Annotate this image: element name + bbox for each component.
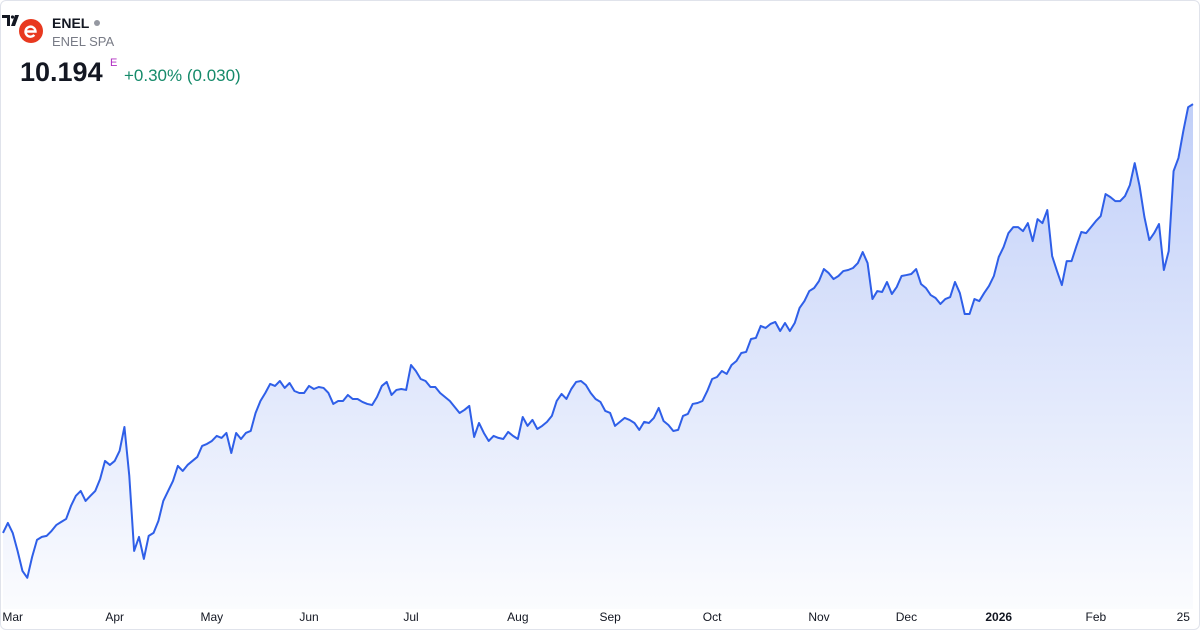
- x-tick-label: 25: [1177, 610, 1191, 624]
- logo-icon: [24, 25, 37, 38]
- x-tick-label: Feb: [1086, 610, 1107, 624]
- x-tick-label: Jul: [403, 610, 418, 624]
- area-fill: [3, 104, 1193, 609]
- x-tick-label: 2026: [985, 610, 1012, 624]
- x-tick-label: Oct: [703, 610, 722, 624]
- x-tick-label: Sep: [599, 610, 621, 624]
- price-line: [2, 103, 1194, 579]
- symbol: ENEL: [52, 15, 90, 31]
- x-tick-label: Aug: [507, 610, 528, 624]
- x-tick-label: Jun: [299, 610, 318, 624]
- logo: [19, 19, 43, 43]
- x-tick-label: Nov: [808, 610, 829, 624]
- price: 10.194: [20, 57, 103, 87]
- x-tick-label: Dec: [896, 610, 917, 624]
- x-tick-label: Mar: [2, 610, 23, 624]
- tradingview-logo[interactable]: [1, 11, 23, 31]
- status-dot: [94, 20, 101, 26]
- x-tick-label: May: [201, 610, 224, 624]
- x-tick-label: Apr: [105, 610, 124, 624]
- currency-mark: E: [110, 57, 118, 69]
- symbol-row: ENEL: [52, 15, 101, 31]
- company-name: ENEL SPA: [52, 34, 115, 49]
- price-change: +0.30% (0.030): [124, 66, 241, 85]
